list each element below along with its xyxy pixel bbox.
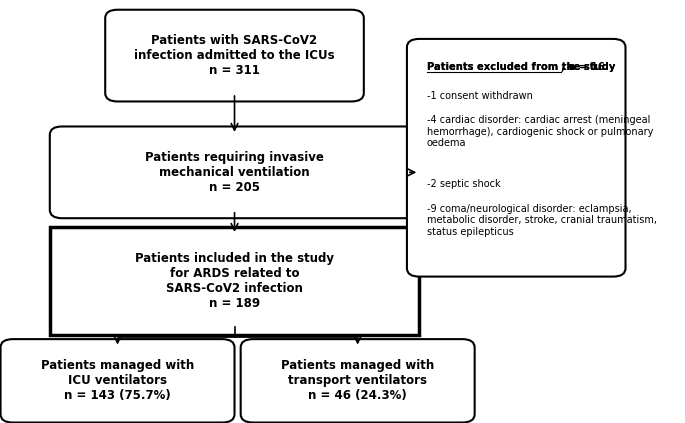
Text: Patients with SARS-CoV2
infection admitted to the ICUs
n = 311: Patients with SARS-CoV2 infection admitt… (134, 34, 335, 77)
FancyBboxPatch shape (407, 39, 625, 277)
FancyBboxPatch shape (1, 339, 234, 423)
Text: -4 cardiac disorder: cardiac arrest (meningeal
hemorrhage), cardiogenic shock or: -4 cardiac disorder: cardiac arrest (men… (427, 115, 653, 148)
Text: Patients excluded from the study: Patients excluded from the study (427, 62, 615, 72)
Text: -1 consent withdrawn: -1 consent withdrawn (427, 91, 532, 101)
FancyBboxPatch shape (50, 227, 419, 335)
FancyBboxPatch shape (105, 10, 364, 102)
FancyBboxPatch shape (240, 339, 475, 423)
Text: Patients requiring invasive
mechanical ventilation
n = 205: Patients requiring invasive mechanical v… (145, 151, 324, 194)
Text: Patients managed with
ICU ventilators
n = 143 (75.7%): Patients managed with ICU ventilators n … (41, 359, 194, 402)
Text: Patients excluded from the study: Patients excluded from the study (427, 62, 615, 72)
Text: , n = 16: , n = 16 (561, 62, 605, 72)
Text: Patients managed with
transport ventilators
n = 46 (24.3%): Patients managed with transport ventilat… (281, 359, 434, 402)
Text: Patients included in the study
for ARDS related to
SARS-CoV2 infection
n = 189: Patients included in the study for ARDS … (135, 252, 334, 310)
FancyBboxPatch shape (50, 126, 419, 218)
Text: -2 septic shock: -2 septic shock (427, 179, 500, 190)
Text: -9 coma/neurological disorder: eclampsia,
metabolic disorder, stroke, cranial tr: -9 coma/neurological disorder: eclampsia… (427, 203, 657, 237)
